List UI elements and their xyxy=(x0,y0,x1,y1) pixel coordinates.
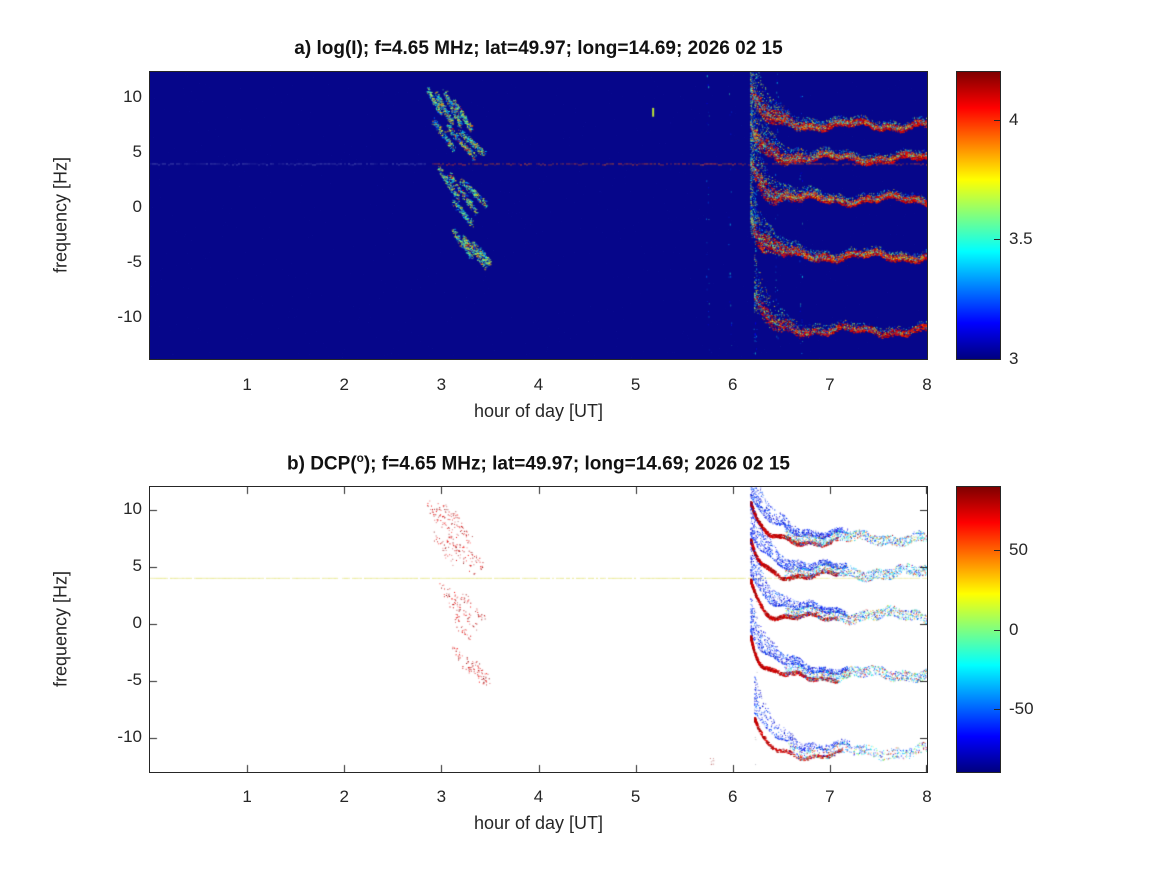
panel-b-colorbar-tick-label: 50 xyxy=(1009,540,1028,560)
panel-b-plot-area xyxy=(149,486,928,773)
panel-a-y-tick-label: 10 xyxy=(123,87,142,106)
panel-a-x-tick-label: 6 xyxy=(728,375,738,394)
panel-a-colorbar-tick-label: 4 xyxy=(1009,109,1019,129)
panel-a-title: a) log(I); f=4.65 MHz; lat=49.97; long=1… xyxy=(294,38,783,59)
panel-b-scatter-canvas xyxy=(150,487,927,772)
panel-a-colorbar-tick-label: 3.5 xyxy=(1009,229,1033,249)
panel-b-colorbar xyxy=(956,486,1001,773)
panel-b-y-tick-label: 10 xyxy=(123,499,142,518)
panel-a-x-tick-label: 3 xyxy=(436,375,447,394)
panel-b-title-superscript: o xyxy=(356,452,364,465)
panel-a-x-axis-label: hour of day [UT] xyxy=(473,401,604,421)
panel-a-x-tick-label: 1 xyxy=(242,375,252,394)
panel-b-title: b) DCP(o); f=4.65 MHz; lat=49.97; long=1… xyxy=(150,452,927,475)
panel-b-colorbar-tick-mark xyxy=(994,550,1000,551)
panel-a-x-tick-label: 7 xyxy=(825,375,835,394)
panel-b-colorbar-tick-mark xyxy=(994,630,1000,631)
panel-b-y-axis-label: frequency [Hz] xyxy=(50,570,71,688)
panel-b-colorbar-tick-label: -50 xyxy=(1009,698,1034,718)
panel-b-x-tick-label: 7 xyxy=(825,787,835,806)
panel-b-x-tick-label: 5 xyxy=(630,787,641,806)
panel-a-colorbar-tick-mark xyxy=(994,120,1000,121)
panel-a-colorbar-tick-mark xyxy=(994,359,1000,360)
panel-a-colorbar-tick-mark xyxy=(994,239,1000,240)
panel-b-x-tick-label: 3 xyxy=(436,787,447,806)
panel-a-y-tick-label: 0 xyxy=(132,197,142,216)
panel-b-title-prefix: b) DCP( xyxy=(287,453,357,475)
panel-b-y-tick-label: 5 xyxy=(132,556,142,575)
panel-b-x-tick-label: 1 xyxy=(242,787,252,806)
panel-a-spectrogram-canvas xyxy=(150,72,927,359)
panel-a-x-tick-label: 8 xyxy=(922,375,932,394)
panel-a-colorbar xyxy=(956,71,1001,360)
panel-a-y-axis-label: frequency [Hz] xyxy=(50,156,71,274)
panel-b-x-tick-label: 6 xyxy=(728,787,738,806)
panel-a-x-tick-label: 4 xyxy=(533,375,544,394)
panel-a-x-tick-label: 5 xyxy=(630,375,641,394)
panel-a-y-tick-label: -5 xyxy=(126,252,142,271)
panel-b-colorbar-tick-mark xyxy=(994,709,1000,710)
panel-b-y-tick-label: 0 xyxy=(132,613,142,632)
panel-b-x-tick-label: 4 xyxy=(533,787,544,806)
panel-b-title-suffix: ); f=4.65 MHz; lat=49.97; long=14.69; 20… xyxy=(363,453,790,475)
panel-b-x-axis-label: hour of day [UT] xyxy=(473,813,604,833)
panel-b-y-tick-label: -10 xyxy=(117,727,142,746)
panel-b-x-tick-label: 2 xyxy=(339,787,349,806)
panel-b-colorbar-tick-label: 0 xyxy=(1009,619,1019,639)
panel-a-colorbar-tick-label: 3 xyxy=(1009,349,1019,368)
panel-a-y-tick-label: -10 xyxy=(117,307,142,326)
panel-b-x-tick-label: 8 xyxy=(922,787,932,806)
panel-a-y-tick-label: 5 xyxy=(132,142,142,161)
panel-a-plot-area xyxy=(149,71,928,360)
panel-b-y-tick-label: -5 xyxy=(126,670,142,689)
panel-a-x-tick-label: 2 xyxy=(339,375,349,394)
